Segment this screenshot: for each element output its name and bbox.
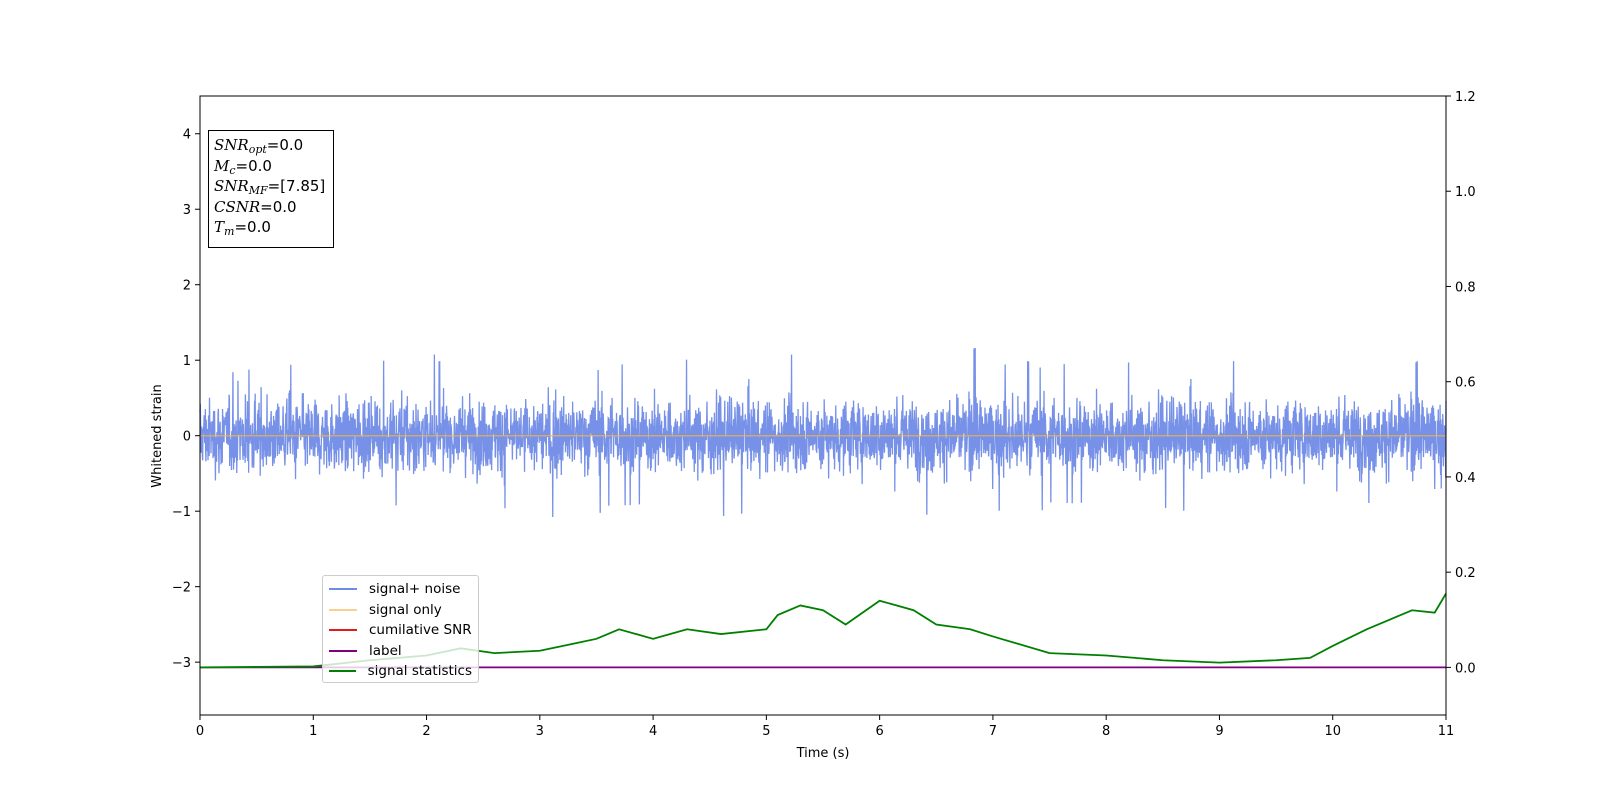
legend-entry: signal statistics bbox=[329, 661, 472, 682]
legend-entry: cumilative SNR bbox=[329, 620, 472, 641]
legend: signal+ noise signal only cumilative SNR… bbox=[322, 575, 479, 683]
y2-tick-label: 0.4 bbox=[1455, 471, 1476, 486]
y2-tick-label: 1.2 bbox=[1455, 90, 1476, 105]
y-axis-label: Whitened strain bbox=[150, 384, 165, 487]
parameters-box: SNRopt=0.0 Mc=0.0 SNRMF=[7.85] CSNR=0.0 … bbox=[208, 130, 334, 248]
signal-statistics-line bbox=[199, 593, 1447, 669]
y-tick-label: 2 bbox=[183, 279, 191, 294]
legend-swatch bbox=[329, 588, 357, 591]
x-tick-label: 2 bbox=[422, 724, 430, 739]
y2-tick-label: 0.0 bbox=[1455, 661, 1476, 676]
snr-mf-line: SNRMF=[7.85] bbox=[214, 177, 326, 197]
x-tick-label: 11 bbox=[1438, 724, 1455, 739]
y-tick-label: −2 bbox=[172, 581, 191, 596]
tm-line: Tm=0.0 bbox=[214, 218, 271, 238]
x-tick-label: 7 bbox=[989, 724, 997, 739]
x-tick-label: 5 bbox=[762, 724, 770, 739]
y-tick-label: −1 bbox=[172, 505, 191, 520]
y2-tick-label: 0.8 bbox=[1455, 280, 1476, 295]
y2-tick-label: 0.6 bbox=[1455, 376, 1476, 391]
x-tick-label: 4 bbox=[649, 724, 657, 739]
csnr-line: CSNR=0.0 bbox=[214, 197, 297, 216]
snr-opt-line: SNRopt=0.0 bbox=[214, 136, 304, 156]
y-tick-label: 4 bbox=[183, 128, 191, 143]
y-tick-label: −3 bbox=[172, 656, 191, 671]
legend-entry: label bbox=[329, 641, 472, 662]
y-tick-label: 3 bbox=[183, 203, 191, 218]
signal-noise-line bbox=[199, 347, 1447, 518]
signal-noise-series bbox=[199, 347, 1447, 518]
x-axis-label: Time (s) bbox=[796, 746, 850, 761]
plot-frame bbox=[199, 95, 1447, 716]
x-tick-label: 1 bbox=[309, 724, 317, 739]
x-tick-label: 9 bbox=[1215, 724, 1223, 739]
legend-swatch bbox=[329, 608, 357, 611]
legend-swatch bbox=[329, 670, 356, 673]
y2-tick-label: 0.2 bbox=[1455, 566, 1476, 581]
x-tick-label: 0 bbox=[196, 724, 204, 739]
x-tick-label: 6 bbox=[875, 724, 883, 739]
x-tick-label: 8 bbox=[1102, 724, 1110, 739]
y-tick-label: 1 bbox=[183, 354, 191, 369]
mc-line: Mc=0.0 bbox=[214, 156, 272, 177]
legend-entry: signal only bbox=[329, 600, 472, 621]
y2-tick-label: 1.0 bbox=[1455, 185, 1476, 200]
y-axis-left: −3 −2 −1 0 1 2 3 4 bbox=[172, 128, 200, 671]
legend-entry: signal+ noise bbox=[329, 579, 472, 600]
legend-swatch bbox=[329, 629, 357, 632]
x-axis: 0 1 2 3 4 5 6 7 8 9 10 11 bbox=[196, 715, 1454, 739]
x-tick-label: 3 bbox=[536, 724, 544, 739]
legend-swatch bbox=[329, 649, 357, 652]
y-tick-label: 0 bbox=[183, 430, 191, 445]
x-tick-label: 10 bbox=[1324, 724, 1341, 739]
y-axis-right: 0.0 0.2 0.4 0.6 0.8 1.0 1.2 bbox=[1446, 90, 1476, 676]
